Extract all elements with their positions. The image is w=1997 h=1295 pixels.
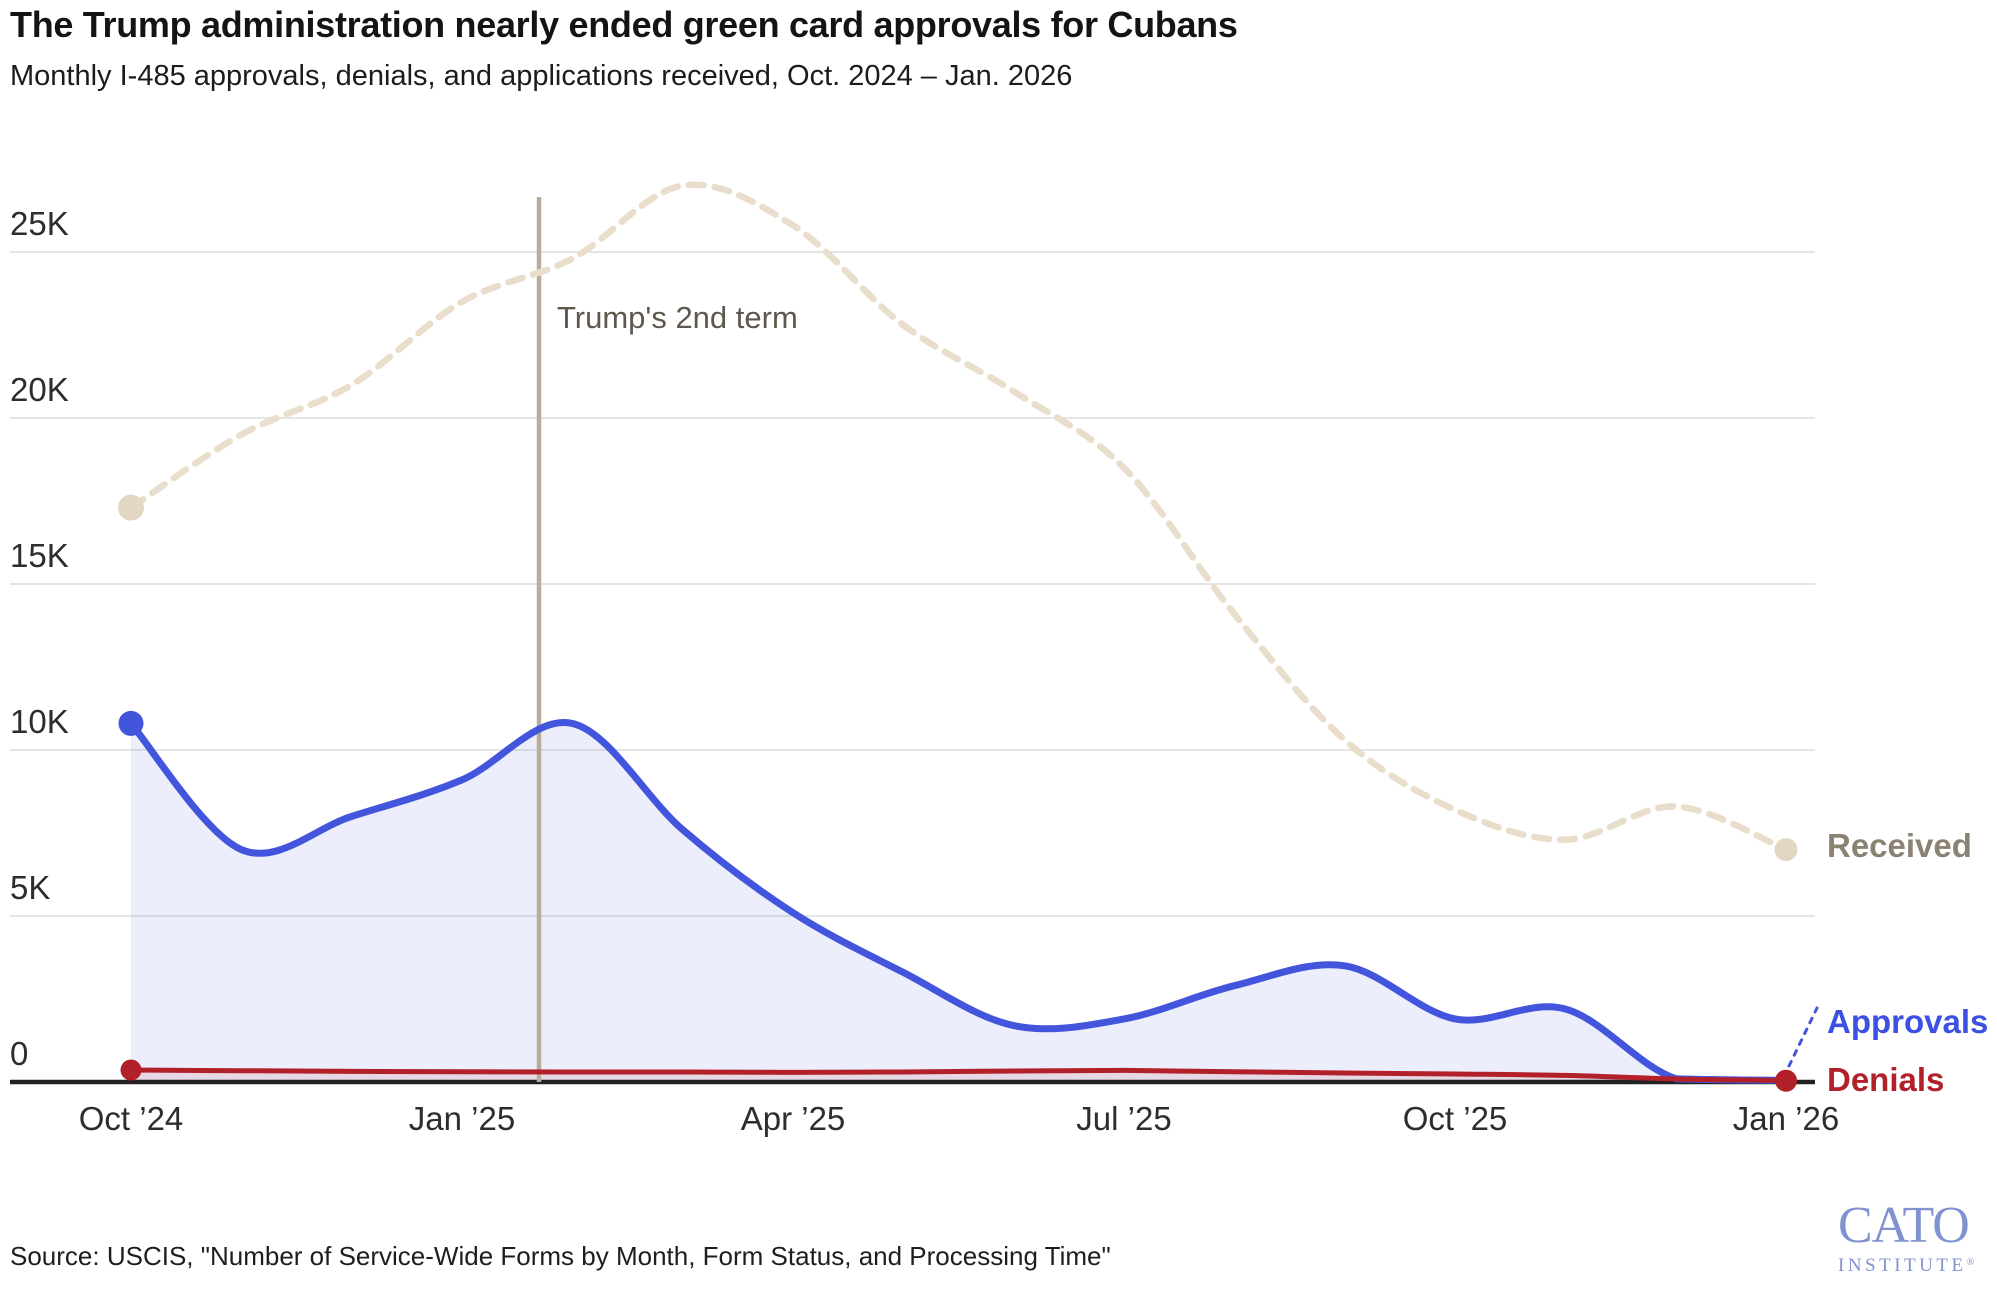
x-axis-label-6: Apr ’25	[740, 1100, 846, 1137]
x-axis-label-12: Oct ’25	[1402, 1100, 1508, 1137]
cato-logo-institute: INSTITUTE®	[1838, 1255, 1974, 1277]
annotation-label: Trump's 2nd term	[557, 300, 798, 335]
received-start-dot	[118, 494, 144, 521]
received-end-dot	[1774, 838, 1798, 862]
series-label-denials: Denials	[1827, 1061, 1945, 1098]
y-axis-label-10K: 10K	[10, 703, 69, 740]
y-axis-label-25K: 25K	[10, 205, 69, 242]
source-note: Source: USCIS, "Number of Service-Wide F…	[10, 1241, 1111, 1271]
x-axis-label-3: Jan ’25	[408, 1100, 516, 1137]
y-axis-label-0: 0	[10, 1035, 29, 1072]
approvals-area	[131, 722, 1786, 1082]
page-title: The Trump administration nearly ended gr…	[10, 4, 1238, 45]
series-label-approvals: Approvals	[1827, 1003, 1989, 1040]
denials-start-dot	[120, 1059, 142, 1081]
approvals-leader-line	[1787, 1006, 1819, 1068]
registered-mark: ®	[1966, 1257, 1975, 1268]
series-label-received: Received	[1827, 827, 1972, 864]
cato-logo-sub: INSTITUTE	[1838, 1255, 1967, 1276]
page-subtitle: Monthly I-485 approvals, denials, and ap…	[10, 60, 1073, 92]
approvals-line	[127, 718, 1790, 1084]
x-axis-label-9: Jul ’25	[1076, 1100, 1172, 1137]
x-axis-label-0: Oct ’24	[78, 1100, 184, 1137]
cato-logo: CATO	[1838, 1197, 1970, 1254]
y-axis-label-20K: 20K	[10, 371, 69, 408]
denials-end-dot	[1775, 1069, 1797, 1092]
x-axis-label-15: Jan ’26	[1732, 1100, 1840, 1137]
y-axis-label-15K: 15K	[10, 537, 69, 574]
approvals-start-dot	[118, 710, 144, 736]
denials-line	[128, 1067, 1789, 1084]
received-line	[127, 181, 1790, 853]
y-axis-label-5K: 5K	[10, 869, 51, 906]
